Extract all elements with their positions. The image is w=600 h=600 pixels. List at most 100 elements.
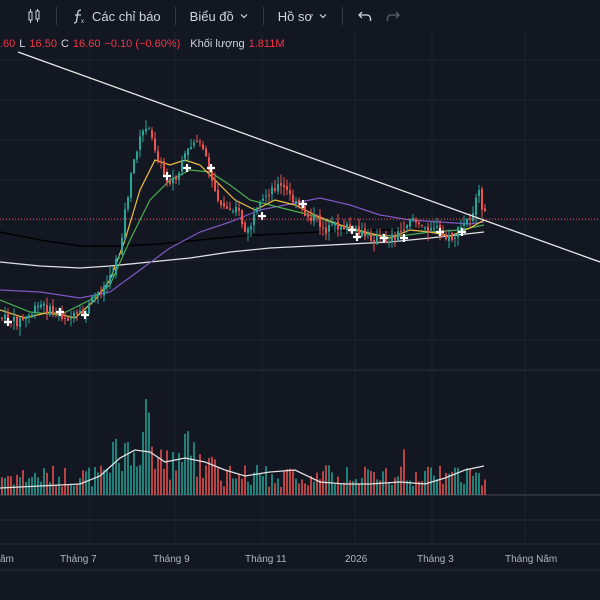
candles-button[interactable]: [0, 4, 48, 28]
candle-body: [406, 224, 408, 229]
candle-body: [424, 227, 426, 229]
candle-body: [451, 233, 453, 240]
candle-body: [412, 218, 414, 220]
redo-button[interactable]: [379, 4, 407, 28]
volume-bar: [136, 466, 138, 495]
candle-body: [268, 194, 270, 196]
volume-bar: [211, 456, 213, 495]
volume-bar: [13, 484, 15, 495]
volume-bar: [478, 473, 480, 495]
candle-body: [175, 176, 177, 180]
indicators-button[interactable]: x Các chỉ báo: [65, 4, 167, 28]
candle-body: [97, 292, 99, 297]
undo-button[interactable]: [351, 4, 379, 28]
candle-body: [373, 240, 375, 243]
ohlc-legend: .60 L 16.50 C 16.60 −0.10 (−0.60%) Khối …: [0, 38, 285, 54]
candle-body: [361, 230, 363, 237]
candle-body: [70, 318, 72, 320]
volume-bar: [73, 485, 75, 495]
volume-bar: [193, 442, 195, 495]
volume-bar: [1, 477, 3, 495]
volume-bar: [304, 483, 306, 495]
candle-body: [232, 210, 234, 212]
candle-body: [427, 226, 429, 232]
candle-body: [241, 210, 243, 225]
volume-bar: [85, 471, 87, 495]
candle-body: [100, 292, 102, 295]
candle-body: [310, 217, 312, 221]
candle-body: [109, 275, 111, 285]
candle-body: [433, 228, 435, 230]
toolbar-divider: [56, 7, 57, 25]
candle-body: [34, 305, 36, 313]
volume-bar: [16, 474, 18, 495]
candle-body: [331, 223, 333, 225]
candle-body: [346, 223, 348, 231]
candle-body: [358, 226, 360, 235]
candle-body: [328, 224, 330, 232]
candle-body: [394, 235, 396, 240]
candle-body: [163, 161, 165, 176]
volume-bar: [283, 470, 285, 495]
volume-bar: [442, 483, 444, 495]
candle-body: [307, 214, 309, 217]
candle-body: [73, 312, 75, 319]
volume-bar: [409, 480, 411, 495]
chevron-down-icon: [319, 14, 327, 19]
candle-body: [148, 128, 150, 130]
volume-bar: [133, 452, 135, 495]
volume-bar: [298, 483, 300, 495]
volume-bar: [163, 468, 165, 495]
candle-body: [22, 317, 24, 320]
candle-body: [127, 197, 129, 210]
volume-bar: [223, 486, 225, 495]
volume-bar: [337, 476, 339, 495]
candle-body: [421, 224, 423, 227]
volume-bar: [460, 481, 462, 495]
candle-body: [304, 206, 306, 216]
volume-bar: [244, 465, 246, 495]
profile-button[interactable]: Hồ sơ: [272, 5, 334, 28]
volume-bar: [52, 465, 54, 495]
chart-type-button[interactable]: Biểu đồ: [184, 5, 255, 28]
volume-bar: [268, 486, 270, 495]
candle-body: [250, 226, 252, 230]
price-chart[interactable]: ăm Tháng 7 Tháng 9 Tháng 11 2026 Tháng 3 Tháng…: [0, 32, 600, 600]
volume-bar: [277, 478, 279, 495]
candle-body: [430, 227, 432, 231]
svg-text:x: x: [81, 19, 84, 24]
candle-body: [136, 151, 138, 160]
candle-body: [205, 148, 207, 157]
candle-body: [364, 228, 366, 237]
volume-bar: [229, 465, 231, 495]
volume-bar: [352, 481, 354, 495]
volume-bar: [64, 467, 66, 495]
trendline[interactable]: [17, 51, 600, 263]
candle-body: [1, 317, 3, 319]
candlestick-icon: [28, 9, 40, 23]
volume-bar: [430, 467, 432, 495]
signal-marker: [163, 172, 171, 180]
candle-body: [79, 310, 81, 313]
candle-body: [184, 153, 186, 159]
volume-bar: [226, 469, 228, 495]
candle-body: [436, 226, 438, 228]
volume-bar: [346, 467, 348, 495]
candle-body: [43, 303, 45, 306]
volume-bar: [34, 472, 36, 495]
candle-body: [466, 218, 468, 225]
time-axis-label: ăm: [0, 554, 14, 565]
volume-bar: [388, 482, 390, 495]
candle-body: [391, 234, 393, 243]
time-axis-label: Tháng 3: [417, 554, 454, 565]
candle-body: [379, 235, 381, 238]
candle-body: [367, 233, 369, 236]
candle-body: [223, 203, 225, 207]
volume-bar: [433, 475, 435, 495]
volume-bar: [475, 472, 477, 495]
volume-bar: [340, 483, 342, 495]
moving-average-line: [0, 169, 485, 316]
volume-bar: [145, 399, 147, 495]
candle-body: [82, 309, 84, 315]
volume-bar: [205, 465, 207, 495]
